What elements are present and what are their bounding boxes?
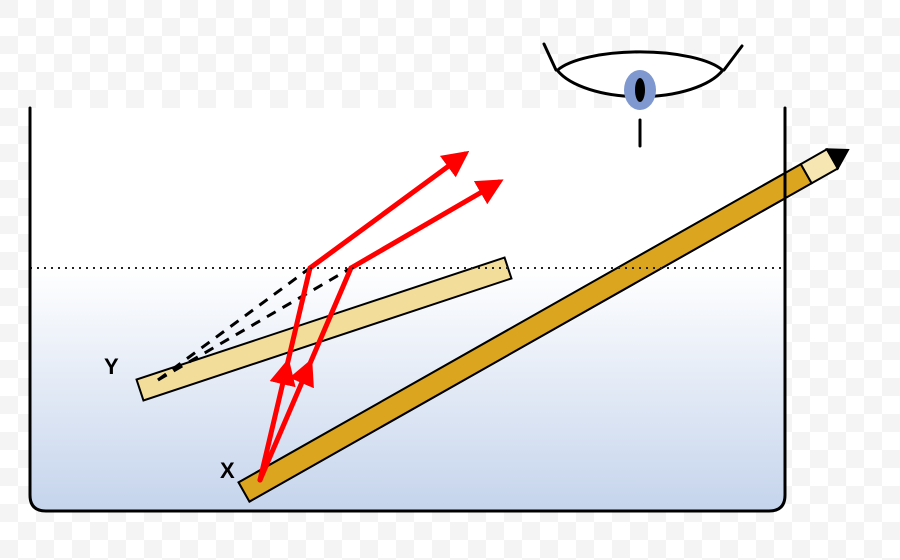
label-X: X <box>220 458 235 483</box>
eye-pupil <box>635 78 645 102</box>
eye-lash-0 <box>544 44 556 70</box>
eye-lash-1 <box>724 46 742 70</box>
label-Y: Y <box>104 354 119 379</box>
refraction-diagram: XY <box>0 0 900 560</box>
container-interior <box>30 108 812 511</box>
